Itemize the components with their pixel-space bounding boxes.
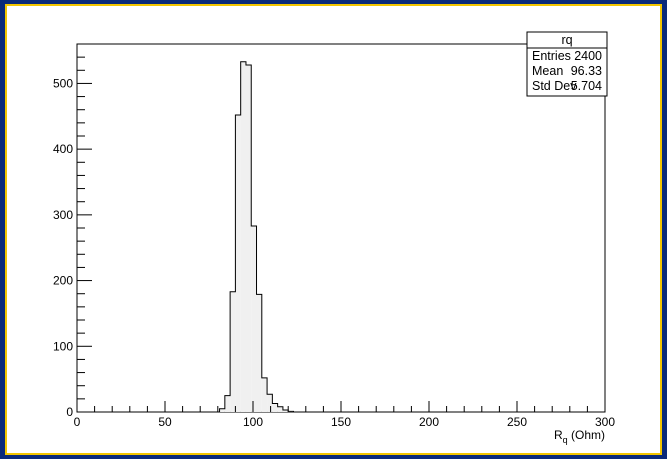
x-tick-label: 100 <box>243 415 263 429</box>
x-axis-label: Rq (Ohm) <box>554 428 605 445</box>
stats-row-label: Std Dev <box>532 79 577 93</box>
stats-box-title: rq <box>561 33 572 47</box>
plot-canvas: 0 50 100 150 200 250 300 0 100 200 300 400 500 rq Ent… <box>7 6 660 453</box>
histogram-bar <box>282 410 289 412</box>
x-tick-label: 0 <box>74 415 81 429</box>
histogram-bar <box>240 61 246 412</box>
x-tick-label: 150 <box>331 415 351 429</box>
histogram-bar <box>219 408 225 412</box>
stats-row-value: 5.704 <box>571 79 602 93</box>
y-tick-label: 200 <box>53 274 73 288</box>
x-tick-label: 250 <box>507 415 527 429</box>
histogram-plot: 0 50 100 150 200 250 300 0 100 200 300 400 500 rq Ent… <box>53 31 615 445</box>
y-tick-label: 0 <box>66 405 73 419</box>
histogram-bar <box>224 395 231 412</box>
y-tick-label: 400 <box>53 142 73 156</box>
histogram-bar <box>251 226 257 412</box>
axis-labels: Rq (Ohm) <box>554 428 605 445</box>
stats-row-value: 96.33 <box>571 64 602 78</box>
plot-area <box>76 43 606 413</box>
histogram-bar <box>261 377 268 412</box>
stats-row-label: Entries <box>532 49 571 63</box>
histogram-bar <box>230 291 236 412</box>
y-tick-label: 500 <box>53 76 73 90</box>
histogram-bar <box>277 406 283 412</box>
stats-row-label: Mean <box>532 64 563 78</box>
plot-frame <box>76 43 606 413</box>
x-tick-label: 300 <box>595 415 615 429</box>
stats-box-frame <box>526 31 608 97</box>
stats-row-value: 2400 <box>574 49 602 63</box>
y-tick-label: 100 <box>53 339 73 353</box>
histogram-bar <box>235 114 241 412</box>
histogram-bar <box>267 394 273 412</box>
x-tick-label: 50 <box>158 415 172 429</box>
histogram-outline <box>219 61 294 412</box>
y-tick-label: 300 <box>53 208 73 222</box>
histogram-bar <box>256 294 262 412</box>
histogram-bar <box>272 403 278 412</box>
histogram-bars <box>219 61 294 413</box>
axes: 0 50 100 150 200 250 300 0 100 200 300 400 500 <box>53 43 615 429</box>
x-tick-label: 200 <box>419 415 439 429</box>
histogram-bar <box>245 65 252 413</box>
